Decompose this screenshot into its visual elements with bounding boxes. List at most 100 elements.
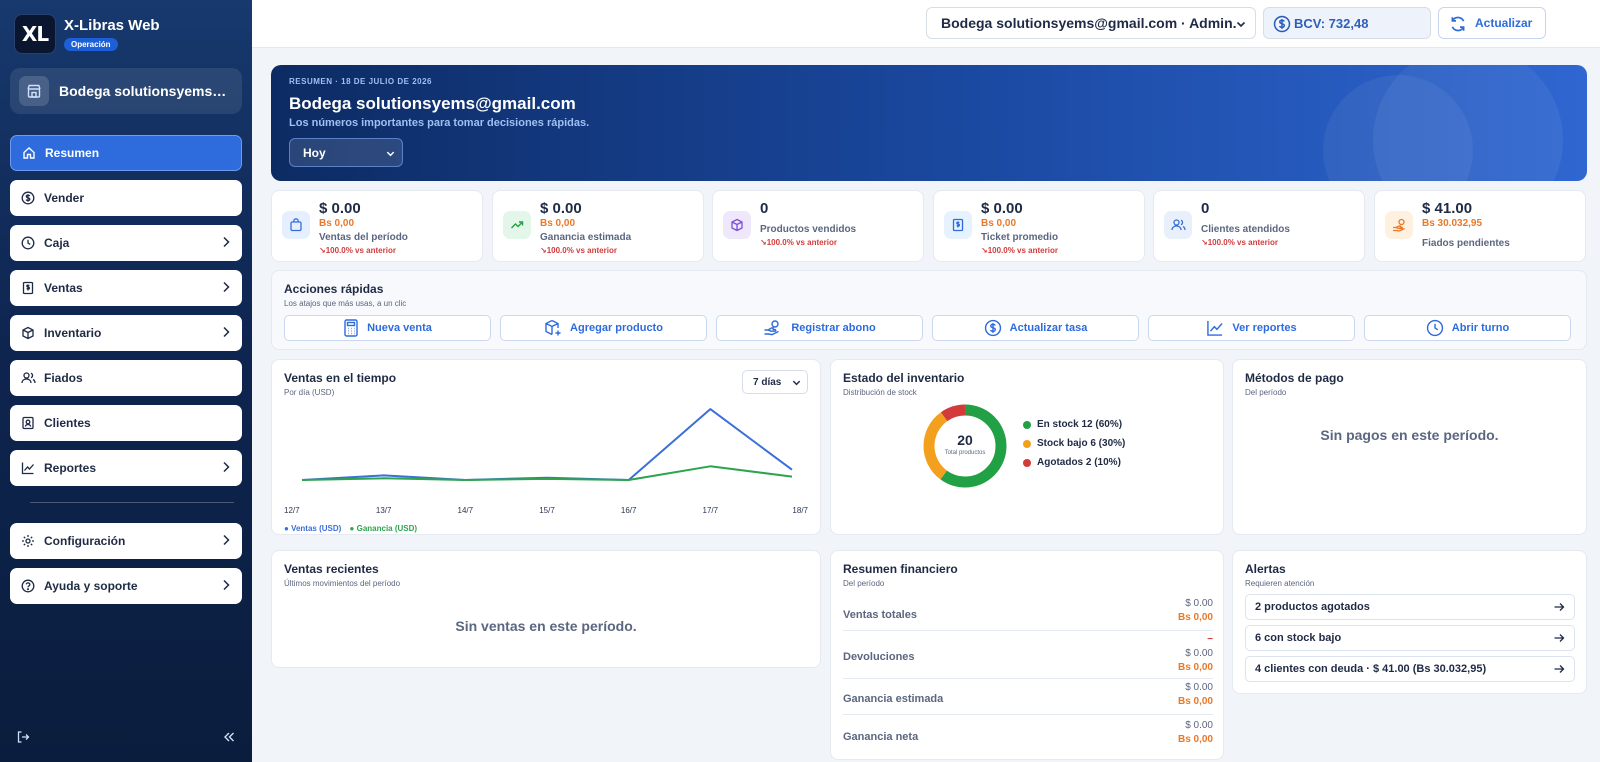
update-rate-button[interactable]: Actualizar tasa [932, 315, 1139, 341]
period-select[interactable]: Hoy [289, 138, 403, 167]
inventory-donut [923, 404, 1007, 488]
sidebar-item-fiados[interactable]: Fiados [10, 360, 242, 396]
kpi-bs-value: Bs 30.032,95 [1422, 218, 1483, 229]
register-payment-label: Registrar abono [791, 322, 876, 334]
recent-sales-title: Ventas recientes [284, 562, 379, 576]
logout-icon[interactable] [16, 730, 30, 749]
arrow-right-icon [1553, 663, 1565, 678]
range-select-value: 7 días [753, 376, 782, 388]
x-tick: 14/7 [457, 506, 474, 515]
finance-usd: $ 0.00 [1185, 682, 1213, 693]
alert-item[interactable]: 4 clientes con deuda · $ 41.00 (Bs 30.03… [1245, 656, 1575, 682]
users-icon [1164, 211, 1192, 239]
store-role-select[interactable]: Bodega solutionsyems@gmail.com · Admin. [926, 7, 1256, 39]
finance-bs: Bs 0,00 [1177, 612, 1213, 623]
finance-label: Ganancia neta [843, 731, 919, 743]
kpi-value: $ 41.00 [1422, 200, 1473, 217]
chevron-right-icon [222, 461, 230, 476]
receipt-icon [20, 280, 36, 296]
kpi-value: 0 [1201, 200, 1210, 217]
sidebar-item-ayuda[interactable]: Ayuda y soporte [10, 568, 242, 604]
view-reports-button[interactable]: Ver reportes [1148, 315, 1355, 341]
range-select[interactable]: 7 días [742, 370, 808, 394]
add-product-button[interactable]: Agregar producto [500, 315, 707, 341]
kpi-productos-vendidos: 0 Productos vendidos ↘100.0% vs anterior [712, 190, 924, 262]
alert-item[interactable]: 6 con stock bajo [1245, 625, 1575, 651]
kpi-bs-value: Bs 0,00 [540, 218, 576, 229]
store-icon [19, 76, 49, 106]
sidebar-item-reportes[interactable]: Reportes [10, 450, 242, 486]
finance-bs: Bs 0,00 [1177, 734, 1213, 745]
topbar: Bodega solutionsyems@gmail.com · Admin. … [252, 0, 1600, 48]
chart-legend: ● Ventas (USD) ● Ganancia (USD) [284, 524, 417, 533]
donut-total-label: Total productos [944, 450, 986, 456]
store-card[interactable]: Bodega solutionsyems@gmail.com [10, 68, 242, 114]
sidebar-item-clientes[interactable]: Clientes [10, 405, 242, 441]
kpi-label: Fiados pendientes [1422, 238, 1510, 249]
x-tick: 13/7 [375, 506, 392, 515]
finance-usd: $ 0.00 [1185, 598, 1213, 609]
kpi-delta: ↘100.0% vs anterior [319, 246, 396, 255]
new-sale-button[interactable]: Nueva venta [284, 315, 491, 341]
kpi-label: Ganancia estimada [540, 232, 632, 243]
open-shift-button[interactable]: Abrir turno [1364, 315, 1571, 341]
finance-row: Ganancia neta $ 0.00 Bs 0,00 [843, 715, 1213, 753]
refresh-button[interactable]: Actualizar [1438, 7, 1546, 39]
dollar-circle-icon [1273, 15, 1291, 36]
sales-chart-panel: Ventas en el tiempo Por día (USD) 7 días… [271, 359, 821, 535]
recent-sales-subtitle: Últimos movimientos del período [284, 579, 401, 588]
finance-label: Devoluciones [843, 651, 915, 663]
kpi-delta: ↘100.0% vs anterior [981, 246, 1058, 255]
payment-methods-empty: Sin pagos en este período. [1320, 427, 1499, 443]
sidebar-item-resumen[interactable]: Resumen [10, 135, 242, 171]
sidebar: XL X-Libras Web Operación Bodega solutio… [0, 0, 252, 762]
add-product-label: Agregar producto [570, 322, 663, 334]
kpi-bs-value: Bs 0,00 [981, 218, 1017, 229]
quick-actions-title: Acciones rápidas [284, 282, 384, 296]
sidebar-item-label: Reportes [44, 461, 97, 475]
kpi-value: 0 [760, 200, 769, 217]
app-logo: XL [14, 14, 56, 54]
sidebar-item-ventas[interactable]: Ventas [10, 270, 242, 306]
collapse-sidebar-icon[interactable] [222, 730, 236, 749]
finance-row: Devoluciones − $ 0.00 Bs 0,00 [843, 631, 1213, 679]
finance-row: Ganancia estimada $ 0.00 Bs 0,00 [843, 679, 1213, 715]
brand: XL X-Libras Web Operación [14, 14, 160, 54]
store-role-select-value: Bodega solutionsyems@gmail.com · Admin. [941, 15, 1237, 31]
sidebar-item-caja[interactable]: Caja [10, 225, 242, 261]
kpi-value: $ 0.00 [540, 200, 582, 217]
recent-sales-panel: Ventas recientes Últimos movimientos del… [271, 550, 821, 668]
finance-row: Ventas totales $ 0.00 Bs 0,00 [843, 595, 1213, 631]
kpi-fiados-pendientes: $ 41.00 Bs 30.032,95 Fiados pendientes [1374, 190, 1586, 262]
finance-subtitle: Del período [843, 579, 885, 588]
trending-up-icon [503, 211, 531, 239]
dollar-circle-icon [20, 190, 36, 206]
x-tick: 17/7 [702, 506, 719, 515]
payment-methods-title: Métodos de pago [1245, 371, 1344, 385]
kpi-label: Ventas del período [319, 232, 408, 243]
chevron-down-icon [791, 377, 802, 391]
sidebar-item-vender[interactable]: Vender [10, 180, 242, 216]
dollar-circle-icon [984, 319, 1002, 337]
sidebar-item-inventario[interactable]: Inventario [10, 315, 242, 351]
kpi-ganancia-estimada: $ 0.00 Bs 0,00 Ganancia estimada ↘100.0%… [492, 190, 704, 262]
kpi-delta: ↘100.0% vs anterior [540, 246, 617, 255]
hero-date: RESUMEN · 18 DE JULIO DE 2026 [289, 77, 432, 86]
period-select-value: Hoy [303, 145, 326, 160]
finance-usd: $ 0.00 [1185, 648, 1213, 659]
home-icon [21, 145, 37, 161]
help-circle-icon [20, 578, 36, 594]
hero-title: Bodega solutionsyems@gmail.com [289, 94, 576, 113]
alert-item[interactable]: 2 productos agotados [1245, 594, 1575, 620]
sidebar-item-configuracion[interactable]: Configuración [10, 523, 242, 559]
quick-actions: Acciones rápidas Los atajos que más usas… [271, 270, 1587, 350]
donut-segment-2 [923, 404, 1007, 488]
x-tick: 16/7 [620, 506, 637, 515]
store-name: Bodega solutionsyems@gmail.com [59, 83, 239, 99]
alerts-title: Alertas [1245, 562, 1286, 576]
gear-icon [20, 533, 36, 549]
sidebar-item-label: Configuración [44, 534, 126, 548]
legend-en-stock: En stock 12 (60%) [1023, 419, 1122, 430]
register-payment-button[interactable]: Registrar abono [716, 315, 923, 341]
bag-icon [282, 211, 310, 239]
